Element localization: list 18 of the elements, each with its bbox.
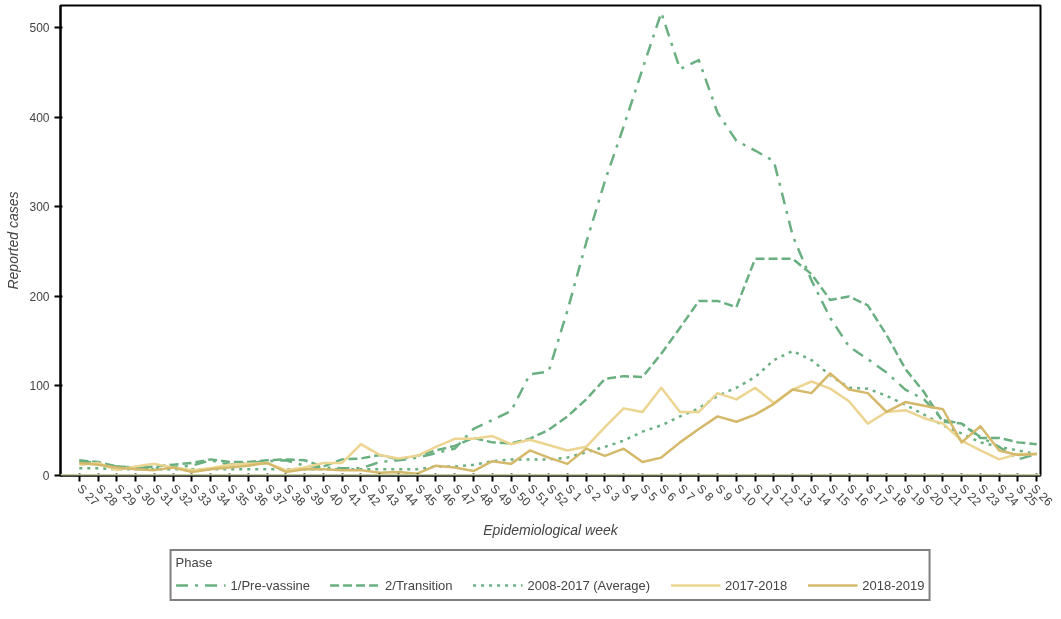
y-axis-title: Reported cases <box>5 191 22 290</box>
legend-label: 1/Pre-vassine <box>230 577 311 593</box>
y-tick-label: 300 <box>29 200 50 215</box>
y-tick-label: 500 <box>29 21 50 36</box>
y-tick-label: 100 <box>29 379 50 394</box>
legend-label: 2/Transition <box>385 577 453 593</box>
y-tick-label: 0 <box>42 469 50 483</box>
legend-label: 2017-2018 <box>725 577 788 593</box>
x-tick-label: S 3 <box>600 481 623 505</box>
legend-title: Phase <box>175 555 214 570</box>
x-tick-label: S 9 <box>712 481 736 505</box>
y-tick-label: 400 <box>29 110 50 125</box>
x-tick-label: S 7 <box>675 481 698 505</box>
x-axis-title: Epidemiological week <box>483 521 619 538</box>
x-tick-label: S 5 <box>637 481 661 505</box>
y-tick-label: 200 <box>29 289 50 304</box>
legend-label: 2008-2017 (Average) <box>527 577 651 593</box>
legend-label: 2018-2019 <box>862 577 925 593</box>
